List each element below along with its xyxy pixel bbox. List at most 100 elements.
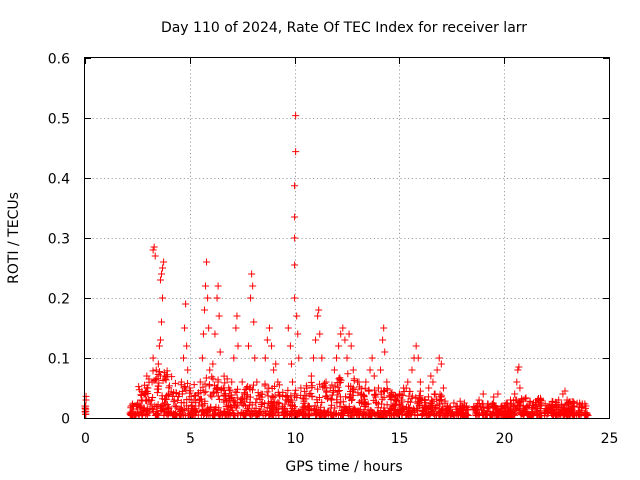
data-point — [285, 412, 293, 420]
data-point — [158, 318, 166, 326]
data-point — [153, 375, 161, 383]
data-point — [495, 412, 503, 420]
data-point — [314, 312, 322, 320]
data-point — [378, 395, 386, 403]
data-point — [158, 392, 166, 400]
data-point — [373, 409, 381, 417]
data-point — [239, 394, 247, 402]
data-point — [265, 384, 273, 392]
data-point — [228, 406, 236, 414]
data-point — [502, 409, 510, 417]
data-point — [462, 402, 470, 410]
data-point — [219, 384, 227, 392]
data-point — [380, 324, 388, 332]
data-point — [348, 407, 356, 415]
data-point — [198, 354, 206, 362]
data-point — [268, 411, 276, 419]
data-point — [206, 381, 214, 389]
data-point — [257, 402, 265, 410]
y-axis-title: ROTI / TECUs — [6, 192, 22, 284]
data-point — [398, 396, 406, 404]
data-point — [445, 406, 453, 414]
data-point — [307, 378, 315, 386]
data-point — [239, 409, 247, 417]
data-point — [297, 384, 305, 392]
data-point — [161, 405, 169, 413]
data-point — [347, 342, 355, 350]
data-point — [190, 396, 198, 404]
data-point — [368, 354, 376, 362]
data-point — [244, 342, 252, 350]
data-point — [248, 270, 256, 278]
data-point — [129, 411, 137, 419]
data-point — [301, 402, 309, 410]
data-point — [155, 411, 163, 419]
data-point — [414, 399, 422, 407]
data-point — [571, 411, 579, 419]
data-point — [336, 393, 344, 401]
data-point — [470, 404, 478, 412]
data-point — [426, 402, 434, 410]
x-tick-label: 15 — [391, 431, 409, 447]
data-point — [349, 384, 357, 392]
data-point — [156, 336, 164, 344]
data-point — [339, 324, 347, 332]
data-point — [347, 396, 355, 404]
data-point — [184, 366, 192, 374]
data-point — [289, 378, 297, 386]
data-point — [333, 354, 341, 362]
data-point — [549, 411, 557, 419]
data-point — [145, 375, 153, 383]
data-point — [291, 294, 299, 302]
data-point — [186, 387, 194, 395]
data-point — [238, 378, 246, 386]
data-point — [292, 412, 300, 420]
data-point — [268, 402, 276, 410]
data-point — [312, 336, 320, 344]
data-point — [155, 342, 163, 350]
data-point — [422, 406, 430, 414]
data-point — [211, 330, 219, 338]
y-tick-labels: 0 0.1 0.2 0.3 0.4 0.5 0.6 — [48, 52, 70, 428]
data-point — [515, 363, 523, 371]
plot-frame — [84, 57, 610, 419]
data-point — [339, 398, 347, 406]
data-point — [345, 330, 353, 338]
data-point — [158, 270, 166, 278]
data-point — [341, 408, 349, 416]
data-point — [176, 405, 184, 413]
data-point — [268, 402, 276, 410]
data-point — [395, 390, 403, 398]
data-point — [257, 390, 265, 398]
data-point — [316, 330, 324, 338]
y-tick-label: 0.1 — [48, 352, 70, 368]
data-point — [370, 372, 378, 380]
data-point — [280, 408, 288, 416]
data-point — [255, 409, 263, 417]
data-point — [203, 406, 211, 414]
data-point — [361, 398, 369, 406]
data-point — [385, 392, 393, 400]
data-point — [220, 391, 228, 399]
data-point — [200, 389, 208, 397]
data-point — [168, 392, 176, 400]
data-point — [144, 384, 152, 392]
data-point — [214, 392, 222, 400]
data-point — [305, 406, 313, 414]
data-point — [425, 384, 433, 392]
data-point — [307, 372, 315, 380]
data-point — [161, 395, 169, 403]
data-point — [583, 410, 591, 418]
data-point — [357, 406, 365, 414]
data-point — [230, 354, 238, 362]
data-point — [433, 366, 441, 374]
data-point — [292, 386, 300, 394]
data-point — [240, 390, 248, 398]
data-point — [458, 411, 466, 419]
data-point — [350, 385, 358, 393]
data-point — [216, 348, 224, 356]
data-point — [180, 354, 188, 362]
data-point — [506, 396, 514, 404]
data-point — [286, 342, 294, 350]
data-point — [305, 390, 313, 398]
